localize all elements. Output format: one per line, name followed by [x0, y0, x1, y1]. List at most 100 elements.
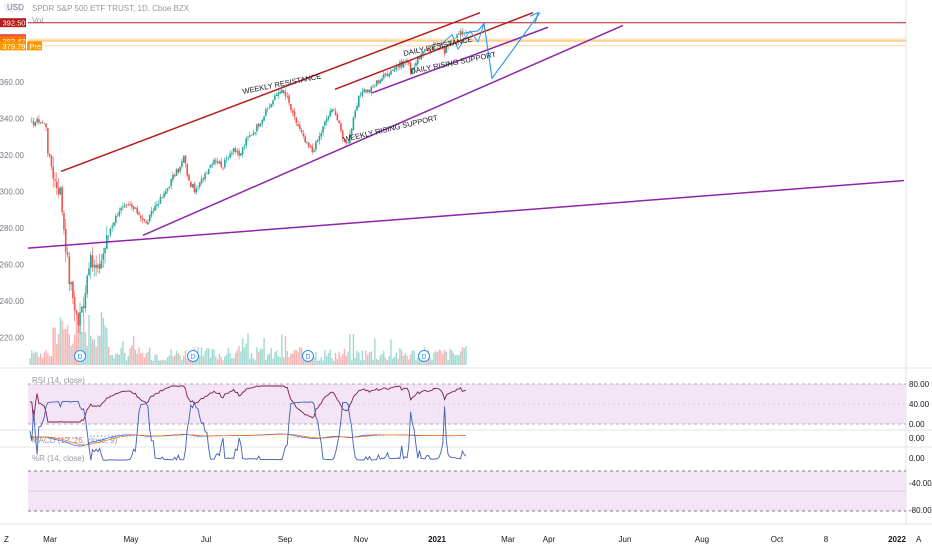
candle-body	[307, 142, 310, 147]
candle-body	[316, 140, 319, 142]
volume-bar	[313, 356, 315, 365]
symbol-title[interactable]: SPDR S&P 500 ETF TRUST, 1D, Cboe BZX	[32, 4, 190, 13]
volume-bar	[138, 347, 140, 365]
time-axis[interactable]: Mar May Jul Sep Nov 2021 Mar Apr Jun Aug Oct 8 2022	[43, 535, 906, 544]
candle-body	[54, 179, 56, 181]
candle-body	[284, 92, 287, 97]
candle-body	[163, 193, 165, 198]
candle-body	[322, 126, 324, 133]
volume-bar	[88, 315, 90, 365]
volume-legend[interactable]: Vol	[32, 16, 43, 25]
volume-bar	[238, 345, 240, 365]
candle-body	[193, 183, 196, 192]
candle-body	[200, 178, 203, 184]
volume-bar	[40, 353, 42, 365]
candle-body	[445, 46, 448, 54]
wr-legend[interactable]: %R (14, close)	[32, 454, 85, 463]
candle-body	[291, 109, 294, 113]
volume-bar	[165, 360, 167, 365]
candle-body	[438, 43, 440, 45]
volume-bar	[365, 350, 367, 365]
long-term-support-line[interactable]	[27, 179, 905, 249]
time-tick-label: Oct	[771, 535, 784, 544]
macd-histogram-bar	[301, 437, 303, 439]
candle-body	[89, 254, 92, 268]
macd-histogram-bar	[368, 436, 371, 437]
volume-bar	[216, 359, 219, 365]
volume-bar	[136, 353, 138, 365]
candle-body	[338, 120, 340, 124]
candle-body	[311, 146, 314, 152]
weekly-rising-support-line[interactable]	[142, 24, 624, 236]
rsi-legend[interactable]: RSI (14, close)	[32, 376, 85, 385]
candle-body	[207, 168, 210, 175]
candle-body	[147, 222, 149, 225]
weekly-resistance-line[interactable]	[60, 11, 481, 173]
volume-bar	[286, 351, 289, 365]
candle-body	[325, 118, 328, 123]
volume-bar	[109, 355, 112, 365]
candle-body	[143, 219, 146, 221]
time-tick-label: Mar	[43, 535, 57, 544]
candle-body	[250, 135, 253, 136]
candle-body	[456, 34, 458, 39]
candle-body	[288, 95, 290, 104]
candle-body	[341, 130, 344, 140]
macd-legend[interactable]: MACD (12, 26, close, 9)	[32, 436, 118, 445]
zoom-icon[interactable]: Z	[4, 535, 9, 544]
candle-body	[127, 204, 130, 206]
volume-bar	[458, 355, 460, 365]
volume-bar	[327, 352, 330, 365]
volume-bar	[340, 356, 342, 365]
volume-bar	[404, 353, 406, 365]
volume-bar	[179, 355, 181, 365]
volume-bar	[463, 348, 465, 365]
volume-bar	[213, 349, 215, 365]
candle-body	[374, 85, 376, 86]
candle-body	[370, 86, 373, 93]
auto-scale-icon[interactable]: A	[916, 535, 922, 544]
volume-bar	[300, 347, 303, 365]
candle-body	[268, 106, 271, 108]
volume-bar	[436, 352, 439, 365]
candle-body	[313, 150, 315, 152]
volume-bar	[331, 358, 333, 365]
volume-bar	[59, 317, 62, 365]
volume-bar	[433, 352, 435, 365]
daily-resistance-line[interactable]	[334, 11, 534, 90]
volume-bar	[181, 360, 183, 365]
volume-bar	[281, 334, 283, 365]
candle-body	[184, 155, 187, 164]
candle-body	[257, 123, 260, 127]
dividend-marker[interactable]	[187, 350, 199, 362]
volume-bar	[399, 348, 401, 365]
dividend-marker[interactable]	[74, 350, 86, 362]
price-axis[interactable]: 220.00 240.00 260.00 280.00 300.00 320.00 340.…	[0, 78, 25, 343]
volume-bar	[182, 355, 185, 365]
candle-body	[134, 207, 137, 209]
macd-histogram-bar	[97, 435, 99, 437]
candle-body	[197, 187, 199, 189]
dividend-marker[interactable]	[418, 350, 430, 362]
candle-body	[165, 191, 167, 194]
volume-bar	[115, 353, 117, 365]
time-tick-label: Sep	[278, 535, 293, 544]
daily-rising-support-line[interactable]	[371, 26, 549, 94]
candle-body	[132, 206, 135, 209]
candle-body	[173, 175, 176, 177]
volume-bar	[349, 333, 351, 365]
macd-histogram-bar	[68, 437, 70, 440]
trend-lines	[27, 11, 906, 249]
volume-bar	[52, 327, 54, 365]
volume-bar	[107, 346, 110, 365]
currency-badge[interactable]	[4, 3, 22, 12]
volume-bar	[229, 352, 231, 365]
candle-body	[397, 65, 399, 67]
volume-bar	[443, 349, 446, 365]
candle-body	[177, 168, 180, 173]
candle-body	[386, 74, 389, 76]
dividend-marker[interactable]	[302, 350, 314, 362]
candle-body	[70, 282, 72, 285]
